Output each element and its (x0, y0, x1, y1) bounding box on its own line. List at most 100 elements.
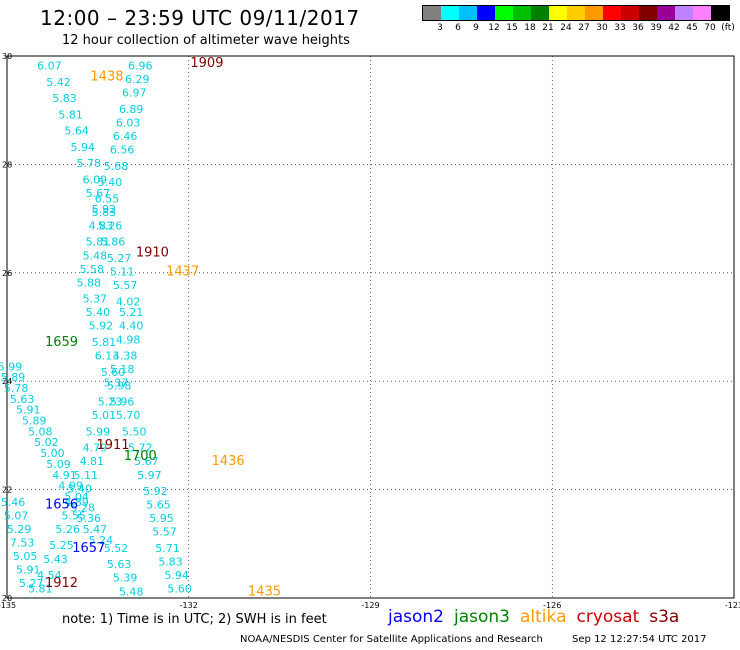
wave-height-label: 5.26 (98, 219, 123, 232)
pass-time-label: 1910 (136, 246, 169, 261)
wave-height-label: 5.83 (52, 92, 77, 105)
y-tick-label: 30 (2, 52, 12, 61)
wave-height-label: 4.99 (58, 480, 83, 493)
y-tick-label: 22 (2, 486, 12, 495)
wave-height-label: 5.48 (119, 585, 144, 598)
wave-height-label: 5.88 (77, 276, 102, 289)
wave-height-label: 5.64 (64, 125, 89, 138)
color-swatch (441, 6, 459, 20)
axis-ticks: -135-132-129-126-123-120202224262830 (0, 52, 740, 610)
wave-height-label: 5.04 (64, 490, 89, 503)
color-swatch (549, 6, 567, 20)
color-scale-label: 9 (473, 23, 479, 33)
wave-height-label: 5.95 (149, 512, 174, 525)
wave-height-label: 5.70 (116, 409, 141, 422)
credit-timestamp: Sep 12 12:27:54 UTC 2017 (572, 634, 707, 645)
wave-height-label: 4.89 (64, 496, 89, 509)
color-swatch (423, 6, 441, 20)
pass-time-label: 1912 (45, 576, 78, 591)
color-scale-label: 15 (506, 23, 518, 33)
wave-height-label: 4.02 (116, 295, 141, 308)
wave-height-label: 5.07 (4, 509, 29, 522)
wave-height-label: 5.68 (104, 160, 129, 173)
legend-item-s3a: s3a (649, 607, 680, 627)
wave-height-label: 6.29 (125, 73, 150, 86)
wave-height-label: 4.40 (119, 320, 144, 333)
wave-height-label: 5.21 (119, 306, 144, 319)
color-scale-label: 27 (578, 23, 590, 33)
wave-height-label: 5.01 (92, 409, 117, 422)
wave-height-label: 5.57 (152, 526, 177, 539)
x-tick-label: -123 (725, 601, 740, 610)
wave-height-labels: 6.075.425.835.815.645.945.786.095.675.92… (0, 60, 192, 599)
legend-item-jason3: jason3 (454, 607, 510, 627)
wave-height-label: 4.98 (116, 333, 141, 346)
wave-height-label: 5.11 (110, 266, 135, 279)
wave-height-label: 5.46 (1, 496, 26, 509)
wave-height-label: 5.39 (113, 572, 138, 585)
wave-height-label: 5.67 (86, 187, 111, 200)
wave-height-label: 5.92 (143, 485, 168, 498)
wave-height-label: 5.99 (86, 425, 111, 438)
wave-height-label: 5.47 (83, 523, 108, 536)
wave-height-label: 5.29 (7, 523, 32, 536)
wave-height-label: 5.67 (134, 455, 159, 468)
color-scale-label: (ft) (721, 23, 735, 33)
color-swatch (693, 6, 711, 20)
wave-height-label: 5.81 (92, 336, 117, 349)
wave-height-label: 5.18 (110, 363, 135, 376)
chart-subtitle: 12 hour collection of altimeter wave hei… (62, 33, 350, 48)
pass-time-label: 1435 (248, 584, 281, 599)
wave-height-label: 6.46 (113, 130, 138, 143)
legend-item-cryosat: cryosat (576, 607, 640, 627)
wave-height-label: 5.96 (110, 396, 135, 409)
pass-time-label: 1657 (72, 541, 105, 556)
wave-height-label: 5.23 (98, 396, 123, 409)
wave-height-label: 6.13 (95, 350, 120, 363)
color-swatch (711, 6, 729, 20)
wave-height-label: 5.94 (164, 569, 189, 582)
color-scale-label: 33 (614, 23, 626, 33)
color-scale-label: 39 (650, 23, 662, 33)
wave-height-label: 5.72 (128, 442, 153, 455)
wave-height-label: 5.37 (83, 293, 108, 306)
wave-height-label: 6.03 (116, 116, 141, 129)
color-scale-label: 3 (437, 23, 443, 33)
color-scale-legend: 3 6 9 12 15 18 21 24 27 30 33 36 39 42 45 70 (ft) (422, 5, 740, 35)
color-swatch (603, 6, 621, 20)
color-scale-labels: 3 6 9 12 15 18 21 24 27 30 33 36 39 42 45 70 (ft) (422, 21, 740, 35)
wave-height-label: 5.27 (19, 577, 44, 590)
wave-height-label: 4.38 (113, 350, 138, 363)
wave-height-label: 5.99 (0, 360, 22, 373)
color-swatch (675, 6, 693, 20)
wave-height-label: 5.36 (77, 512, 102, 525)
wave-height-label: 5.58 (80, 263, 105, 276)
wave-height-label: 5.26 (55, 523, 80, 536)
color-scale-swatches (422, 5, 730, 21)
wave-height-label: 5.91 (16, 564, 41, 577)
wave-height-label: 5.91 (16, 404, 41, 417)
x-tick-label: -126 (543, 601, 561, 610)
color-swatch (513, 6, 531, 20)
wave-height-label: 5.37 (104, 377, 129, 390)
wave-height-label: 5.25 (49, 539, 74, 552)
wave-height-label: 5.78 (77, 157, 102, 170)
color-scale-label: 42 (668, 23, 680, 33)
wave-height-label: 5.89 (1, 371, 26, 384)
wave-height-label: 6.07 (37, 60, 62, 73)
wave-height-label: 5.86 (101, 236, 126, 249)
wave-height-label: 5.40 (67, 482, 92, 495)
wave-height-label: 5.43 (43, 553, 68, 566)
pass-time-label: 1438 (90, 69, 123, 84)
wave-height-label: 5.60 (167, 583, 192, 596)
color-swatch (477, 6, 495, 20)
color-scale-label: 6 (455, 23, 461, 33)
wave-height-label: 5.40 (98, 176, 123, 189)
wave-height-label: 5.81 (86, 236, 111, 249)
pass-time-label: 1656 (45, 498, 78, 513)
pass-time-label: 1436 (212, 454, 245, 469)
y-tick-label: 28 (2, 160, 12, 169)
x-tick-label: -132 (180, 601, 198, 610)
wave-height-label: 5.48 (83, 249, 108, 262)
